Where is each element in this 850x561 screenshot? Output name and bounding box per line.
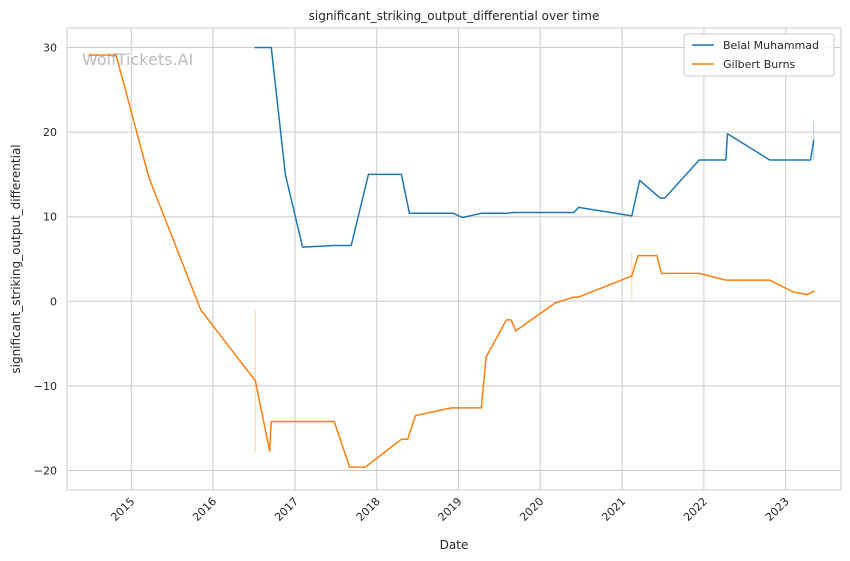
y-tick-label: 10	[43, 211, 57, 224]
legend-items: Belal Muhammad Gilbert Burns	[692, 39, 819, 71]
legend-label: Belal Muhammad	[723, 39, 819, 52]
series-line	[254, 46, 815, 248]
series-lines	[88, 46, 815, 468]
x-axis-title: Date	[440, 538, 469, 552]
y-tick-label: −10	[34, 380, 57, 393]
y-tick-label: −20	[34, 465, 57, 478]
chart-title: significant_striking_output_differential…	[309, 9, 600, 23]
y-tick-label: 0	[50, 295, 57, 308]
y-tick-labels: −20 −10 0 10 20 30	[34, 41, 57, 477]
legend: Belal Muhammad Gilbert Burns	[683, 33, 835, 77]
grid-layer	[67, 28, 841, 490]
plot-frame	[66, 27, 842, 491]
legend-label: Gilbert Burns	[723, 58, 796, 71]
y-tick-label: 30	[43, 41, 57, 54]
y-tick-label: 20	[43, 126, 57, 139]
y-axis-title: significant_striking_output_differential	[9, 144, 23, 373]
watermark-text: WolfTickets.AI	[82, 50, 193, 69]
series-line	[88, 54, 815, 468]
legend-box	[683, 33, 835, 77]
